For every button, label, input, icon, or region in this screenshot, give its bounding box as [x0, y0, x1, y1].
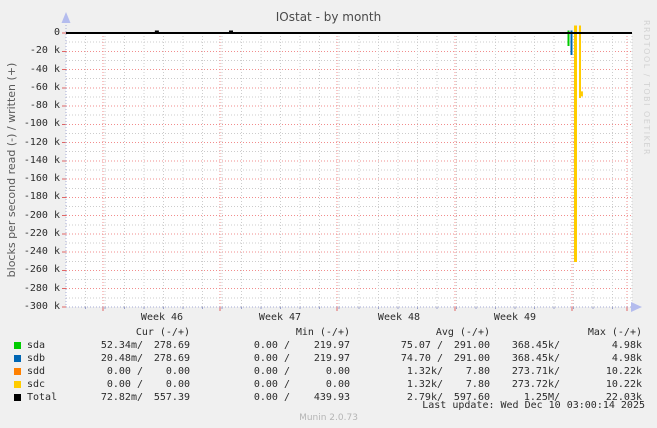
y-tick-label: -300 k [23, 301, 60, 312]
legend-value-write: 22.03k [605, 392, 642, 403]
legend-value-read: 273.72k/ [511, 379, 560, 390]
legend-value-read: 75.07 / [400, 340, 443, 351]
legend-value-write: 219.97 [313, 353, 350, 364]
y-tick-label: -220 k [23, 227, 60, 239]
legend-header: Min (-/+) [295, 327, 350, 338]
x-tick-label: Week 49 [493, 312, 537, 323]
total-line-bump [154, 30, 159, 33]
total-line-bump [229, 30, 234, 33]
legend-value-write: 597.60 [453, 392, 490, 403]
legend-value-write: 291.00 [453, 353, 490, 364]
legend-value-read: 368.45k/ [511, 353, 560, 364]
legend-value-read: 1.25M/ [523, 392, 560, 403]
legend-value-read: 1.32k/ [406, 366, 443, 377]
legend-value-write: 4.98k [611, 353, 642, 364]
legend-value-read: 0.00 / [253, 392, 290, 403]
y-tick-label: -200 k [23, 209, 60, 221]
legend-swatch-icon [14, 342, 21, 349]
y-tick-label: -160 k [23, 173, 60, 185]
y-tick-label: 0 [53, 27, 60, 38]
legend-value-write: 291.00 [453, 340, 490, 351]
legend-header: Avg (-/+) [435, 327, 490, 338]
legend-value-read: 0.00 / [253, 340, 290, 351]
legend-value-read: 52.34m/ [100, 340, 143, 351]
y-tick-label: -180 k [23, 191, 60, 203]
legend-row-sdd: sdd 0.00 / 0.00 0.00 / 0.00 1.32k/7.80 273.71k… [0, 366, 657, 379]
legend-header-row: Cur (-/+) Min (-/+) Avg (-/+) Max (-/+) [0, 327, 657, 340]
y-tick-label: -40 k [29, 63, 60, 75]
legend-value-read: 2.79k/ [406, 392, 443, 403]
legend-row-sdc: sdc 0.00 / 0.00 0.00 / 0.00 1.32k/7.80 273.72k… [0, 379, 657, 392]
legend-header: Cur (-/+) [135, 327, 190, 338]
legend-value-read: 0.00 / [106, 366, 143, 377]
legend-value-read: 74.70 / [400, 353, 443, 364]
x-tick-label: Week 47 [258, 312, 302, 323]
legend-swatch-icon [14, 394, 21, 401]
legend-value-write: 439.93 [313, 392, 350, 403]
legend-value-write: 0.00 [325, 379, 350, 390]
y-tick-label: -20 k [29, 45, 60, 57]
y-tick-label: -280 k [23, 282, 60, 294]
legend-value-read: 72.82m/ [100, 392, 143, 403]
legend-row-sdb: sdb 20.48m/278.69 0.00 / 219.97 74.70 / 291.0… [0, 353, 657, 366]
legend-value-write: 4.98k [611, 340, 642, 351]
legend-value-write: 278.69 [153, 340, 190, 351]
legend-value-read: 1.32k/ [406, 379, 443, 390]
legend-series-name: sda [27, 340, 46, 351]
y-tick-label: -120 k [23, 136, 60, 148]
legend-value-read: 0.00 / [253, 353, 290, 364]
legend-value-write: 10.22k [605, 366, 642, 377]
x-tick-label: Week 46 [140, 312, 184, 323]
legend-series-name: sdd [27, 366, 46, 377]
legend-swatch-icon [14, 368, 21, 375]
munin-version-text: Munin 2.0.73 [299, 413, 358, 423]
last-update-text: Last update: Wed Dec 10 03:00:14 2025 [422, 400, 645, 411]
page-title: IOstat - by month [275, 10, 382, 24]
legend-swatch-icon [14, 381, 21, 388]
legend-value-write: 0.00 [165, 366, 190, 377]
legend-value-write: 0.00 [325, 366, 350, 377]
legend-value-write: 557.39 [153, 392, 190, 403]
legend-value-write: 219.97 [313, 340, 350, 351]
legend-header: Max (-/+) [587, 327, 642, 338]
legend-series-name: Total [27, 392, 58, 403]
legend-swatch-icon [14, 355, 21, 362]
legend-value-read: 0.00 / [253, 379, 290, 390]
legend-row-total: Total 72.82m/557.39 0.00 / 439.93 2.79k/597.… [0, 392, 657, 405]
rrdtool-watermark: RRDTOOL / TOBI OETIKER [642, 19, 651, 157]
legend-value-read: 368.45k/ [511, 340, 560, 351]
spike-step [580, 91, 583, 97]
y-tick-label: -140 k [23, 154, 60, 166]
y-tick-label: -240 k [23, 246, 60, 258]
y-tick-label: -60 k [29, 81, 60, 93]
legend-value-read: 273.71k/ [511, 366, 560, 377]
y-tick-label: -260 k [23, 264, 60, 276]
legend-value-read: 20.48m/ [100, 353, 143, 364]
legend-value-read: 0.00 / [253, 366, 290, 377]
y-axis-arrow-icon [61, 12, 71, 23]
x-tick-label: Week 48 [377, 312, 421, 323]
legend-value-write: 278.69 [153, 353, 190, 364]
x-axis-arrow-icon [631, 302, 642, 312]
legend-value-write: 10.22k [605, 379, 642, 390]
legend-series-name: sdb [27, 353, 46, 364]
legend-value-write: 7.80 [465, 379, 490, 390]
legend-value-write: 0.00 [165, 379, 190, 390]
legend-row-sda: sda 52.34m/278.69 0.00 / 219.97 75.07 / 291.0… [0, 340, 657, 353]
legend-value-read: 0.00 / [106, 379, 143, 390]
legend-series-name: sdc [27, 379, 46, 390]
legend-value-write: 7.80 [465, 366, 490, 377]
y-tick-label: -100 k [23, 118, 60, 130]
y-tick-label: -80 k [29, 100, 60, 112]
